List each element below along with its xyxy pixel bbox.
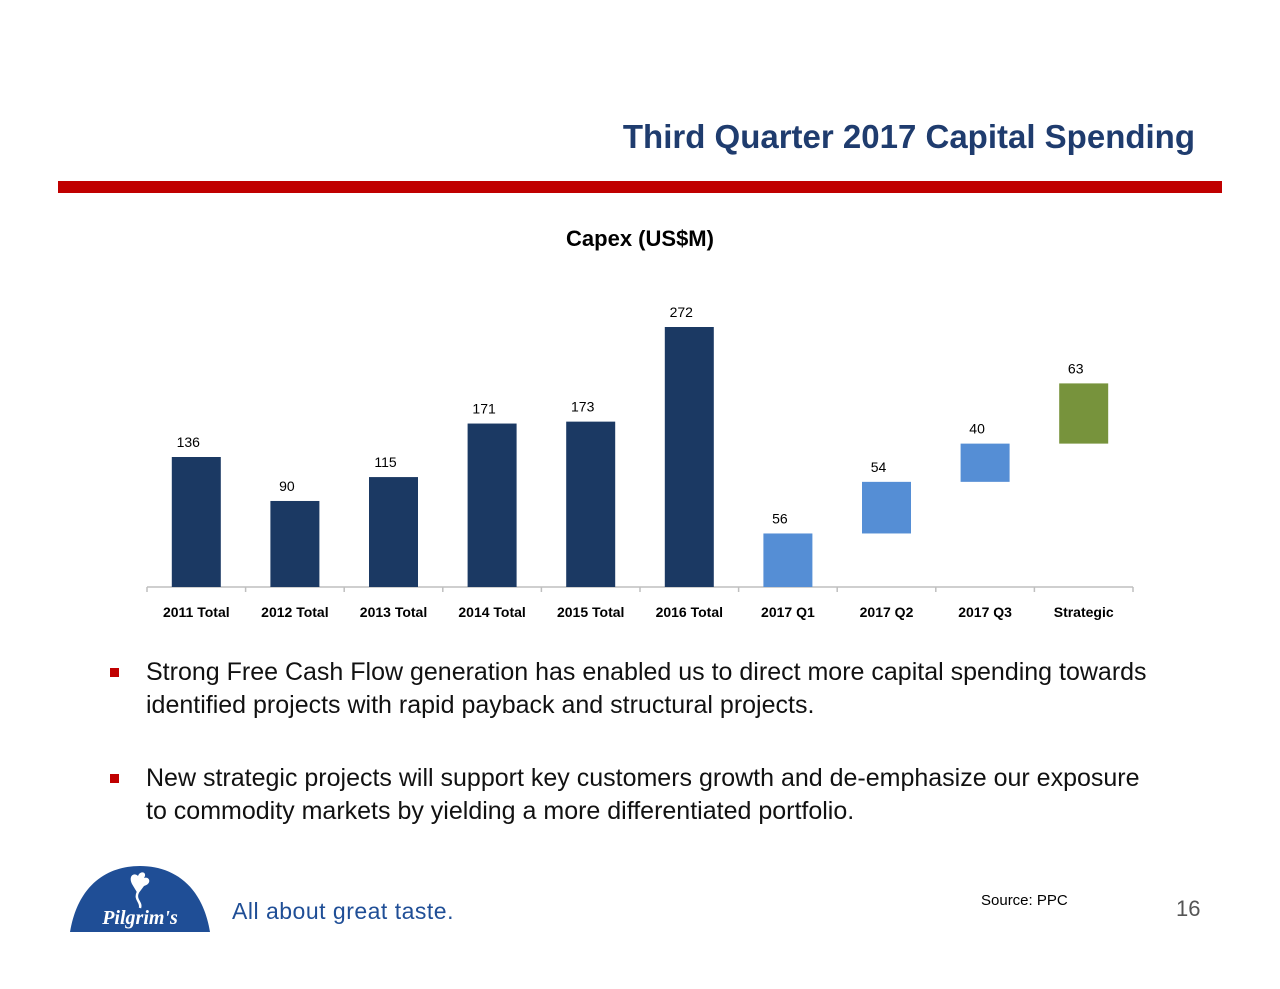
data-label: 136 [177, 434, 201, 450]
source-note: Source: PPC [981, 892, 1068, 909]
category-label: 2017 Q3 [958, 604, 1012, 620]
category-label: 2015 Total [557, 604, 624, 620]
category-label: Strategic [1054, 604, 1114, 620]
bullet-square-icon [110, 774, 119, 783]
category-label: 2012 Total [261, 604, 328, 620]
bar-strategic [1059, 383, 1109, 444]
bar-2014-total [467, 423, 517, 587]
bar-2017-q1 [763, 533, 813, 587]
chart-title: Capex (US$M) [566, 226, 714, 251]
category-label: 2013 Total [360, 604, 427, 620]
category-label: 2011 Total [163, 604, 230, 620]
category-label: 2017 Q2 [860, 604, 914, 620]
capex-chart: 136 2011 Total 90 2012 Total 115 2013 Total 17… [146, 304, 1134, 620]
category-label: 2014 Total [458, 604, 525, 620]
bullet-item: New strategic projects will support key … [108, 762, 1148, 828]
svg-text:Pilgrim's: Pilgrim's [101, 907, 178, 929]
pilgrims-logo: Pilgrim's [70, 866, 210, 932]
bullet-square-icon [110, 668, 119, 677]
bullet-text: New strategic projects will support key … [146, 764, 1140, 825]
bar-2012-total [270, 500, 320, 587]
bullet-item: Strong Free Cash Flow generation has ena… [108, 656, 1148, 722]
data-label: 40 [969, 421, 985, 437]
data-label: 56 [772, 510, 788, 526]
data-label: 173 [571, 399, 595, 415]
data-label: 54 [871, 459, 887, 475]
data-label: 63 [1068, 360, 1084, 376]
bullet-text: Strong Free Cash Flow generation has ena… [146, 658, 1147, 719]
slide-title: Third Quarter 2017 Capital Spending [622, 118, 1195, 155]
bar-2015-total [566, 421, 616, 587]
bar-2016-total [664, 327, 714, 587]
data-label: 171 [472, 401, 496, 417]
bar-2013-total [369, 477, 418, 587]
data-label: 115 [374, 454, 397, 470]
bar-2011-total [171, 457, 221, 587]
data-label: 90 [279, 478, 295, 494]
data-label: 272 [670, 304, 694, 320]
title-rule [58, 181, 1222, 193]
bar-2017-q3 [960, 443, 1010, 482]
category-label: 2017 Q1 [761, 604, 815, 620]
tagline: All about great taste. [232, 898, 454, 924]
bullet-list: Strong Free Cash Flow generation has ena… [108, 656, 1148, 868]
page-number: 16 [1176, 896, 1201, 921]
bar-2017-q2 [862, 481, 911, 534]
category-label: 2016 Total [656, 604, 723, 620]
